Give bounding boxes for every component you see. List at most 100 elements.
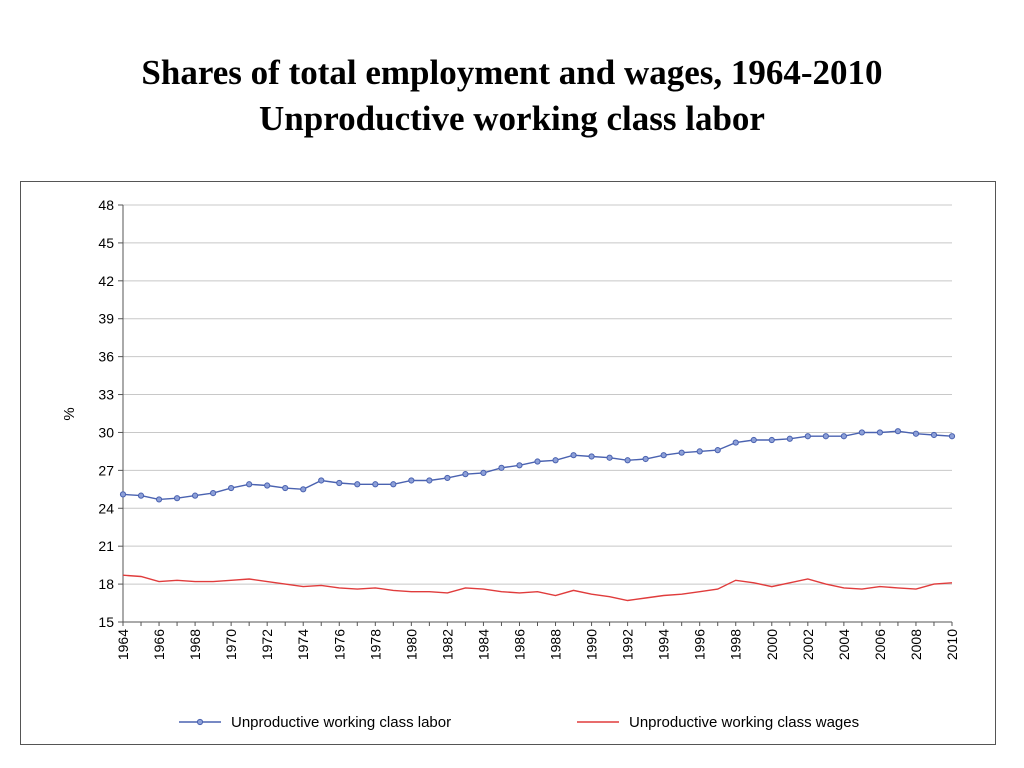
data-point xyxy=(588,453,595,460)
data-point xyxy=(408,477,415,484)
data-point xyxy=(191,492,199,499)
x-tick-label: 1990 xyxy=(584,629,600,660)
data-point xyxy=(282,484,289,492)
x-tick-label: 2000 xyxy=(764,629,780,660)
data-point xyxy=(678,449,685,456)
y-tick-label: 15 xyxy=(98,614,114,630)
gridlines xyxy=(123,204,952,585)
legend-marker xyxy=(196,718,204,726)
x-tick-label: 1994 xyxy=(656,629,672,660)
chart-frame: 15 18 21 24 27 30 33 36 39 42 45 48 1964 1966 1968 197… xyxy=(20,181,996,745)
y-tick-label: 18 xyxy=(98,576,114,592)
y-tick-label: 21 xyxy=(98,538,114,554)
data-point xyxy=(948,433,956,440)
data-point xyxy=(624,457,631,464)
data-point xyxy=(714,447,721,454)
data-point xyxy=(732,439,739,446)
data-point xyxy=(696,448,703,455)
data-point xyxy=(660,452,667,459)
x-tick-label: 2008 xyxy=(908,629,924,660)
data-point xyxy=(498,464,505,471)
y-tick-label: 24 xyxy=(98,500,114,516)
data-point xyxy=(858,429,865,436)
y-tick-label: 45 xyxy=(98,235,114,251)
x-tick-label: 1980 xyxy=(403,629,419,660)
axes xyxy=(122,205,952,623)
x-tick-label: 1972 xyxy=(259,629,275,660)
data-point xyxy=(210,490,217,497)
y-axis-label: % xyxy=(61,407,78,420)
data-point xyxy=(336,479,343,487)
data-point xyxy=(372,481,379,488)
data-point xyxy=(354,481,361,488)
x-tick-label: 1978 xyxy=(367,629,383,660)
data-point xyxy=(768,436,775,444)
x-tick-label: 1966 xyxy=(151,629,167,660)
x-tick-label: 2006 xyxy=(872,629,888,660)
x-tick-label: 1970 xyxy=(223,629,239,660)
data-point xyxy=(642,455,649,463)
data-point xyxy=(822,433,829,440)
data-point xyxy=(876,429,884,436)
y-tick-label: 42 xyxy=(98,273,114,289)
title-line-2: Unproductive working class labor xyxy=(259,99,765,138)
data-point xyxy=(390,481,397,488)
x-tick-label: 1988 xyxy=(548,629,564,660)
data-point xyxy=(173,495,181,502)
x-tick-label: 2004 xyxy=(836,629,852,660)
x-tick-label: 1974 xyxy=(295,629,311,660)
data-point xyxy=(606,454,613,461)
data-point xyxy=(246,481,253,488)
y-tick-label: 33 xyxy=(98,387,114,403)
y-tick-label: 48 xyxy=(98,197,114,213)
data-point xyxy=(264,482,271,489)
y-tick-label: 27 xyxy=(98,462,114,478)
y-axis-ticks: 15 18 21 24 27 30 33 36 39 42 45 48 xyxy=(98,197,123,630)
data-point xyxy=(318,477,325,484)
data-point xyxy=(552,457,559,464)
x-tick-label: 1964 xyxy=(115,629,131,660)
data-point xyxy=(426,477,433,484)
x-tick-label: 1996 xyxy=(692,629,708,660)
data-point xyxy=(894,428,902,435)
x-tick-label: 2002 xyxy=(800,629,816,660)
legend: Unproductive working class labor Unproduc… xyxy=(179,714,859,731)
data-point xyxy=(119,491,127,498)
x-tick-label: 1976 xyxy=(331,629,347,660)
data-point xyxy=(804,433,811,440)
data-point xyxy=(930,431,938,439)
data-point xyxy=(750,436,757,444)
data-point xyxy=(516,462,523,469)
data-point xyxy=(480,469,487,476)
line-chart: 15 18 21 24 27 30 33 36 39 42 45 48 1964 1966 1968 197… xyxy=(61,197,960,731)
x-tick-label: 1992 xyxy=(620,629,636,660)
data-point xyxy=(534,458,541,465)
data-point xyxy=(444,474,451,482)
x-tick-label: 1986 xyxy=(511,629,527,660)
series-lines xyxy=(119,428,956,602)
title-line-1: Shares of total employment and wages, 19… xyxy=(141,53,883,92)
data-point xyxy=(137,492,145,499)
x-tick-label: 1984 xyxy=(475,629,491,660)
x-axis-ticks: 1964 1966 1968 1970 1972 1974 1976 1978 1980 1982… xyxy=(115,622,960,660)
data-point xyxy=(786,435,793,442)
series-line-1 xyxy=(122,430,953,501)
data-point xyxy=(570,452,577,459)
data-point xyxy=(155,496,163,503)
x-tick-label: 1998 xyxy=(728,629,744,660)
x-tick-label: 2010 xyxy=(944,629,960,660)
y-tick-label: 30 xyxy=(98,424,114,440)
x-tick-label: 1968 xyxy=(187,629,203,660)
legend-label-1: Unproductive working class labor xyxy=(231,714,451,731)
legend-label-2: Unproductive working class wages xyxy=(629,714,859,731)
y-tick-label: 36 xyxy=(98,349,114,365)
data-point xyxy=(462,471,469,478)
data-point xyxy=(300,486,307,493)
data-point xyxy=(912,430,920,437)
slide-title: Shares of total employment and wages, 19… xyxy=(0,50,1024,142)
x-tick-label: 1982 xyxy=(439,629,455,660)
data-point xyxy=(228,484,235,492)
data-point xyxy=(840,433,847,440)
series-line-2 xyxy=(122,574,953,602)
y-tick-label: 39 xyxy=(98,311,114,327)
